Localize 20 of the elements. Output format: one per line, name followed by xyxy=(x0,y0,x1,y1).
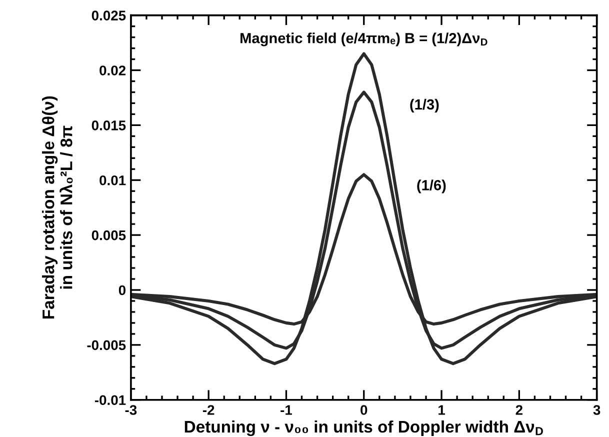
y-tick-label: 0.025 xyxy=(92,10,126,20)
y-tick-label: 0 xyxy=(118,285,126,296)
annotation: Magnetic field (e/4πmₑ) B = (1/2)Δν$_{D}$ xyxy=(240,32,488,46)
x-tick-label: 1 xyxy=(438,405,445,415)
y-axis-title: Faraday rotation angle Δθ(ν) in units of Nλ₀²L / 8π xyxy=(42,96,73,319)
x-tick-label: 2 xyxy=(516,405,522,415)
y-tick-label: 0.02 xyxy=(100,66,126,76)
x-tick-label: 0 xyxy=(360,405,368,415)
y-tick-label: -0.005 xyxy=(87,340,126,350)
annotation: (1/3) xyxy=(410,98,439,112)
y-tick-label: 0.015 xyxy=(92,120,126,130)
annotation: (1/6) xyxy=(417,180,446,194)
x-axis-title: Detuning ν - ν₀₀ in units of Doppler width Δν$_{D}$ xyxy=(184,420,543,436)
x-tick-label: 3 xyxy=(593,405,600,415)
y-tick-label: 0.005 xyxy=(92,230,126,240)
x-tick-label: -2 xyxy=(202,405,214,415)
x-tick-label: -3 xyxy=(125,405,137,415)
y-tick-label: -0.01 xyxy=(94,395,126,406)
x-tick-label: -1 xyxy=(280,405,292,415)
y-tick-label: 0.01 xyxy=(100,175,126,186)
